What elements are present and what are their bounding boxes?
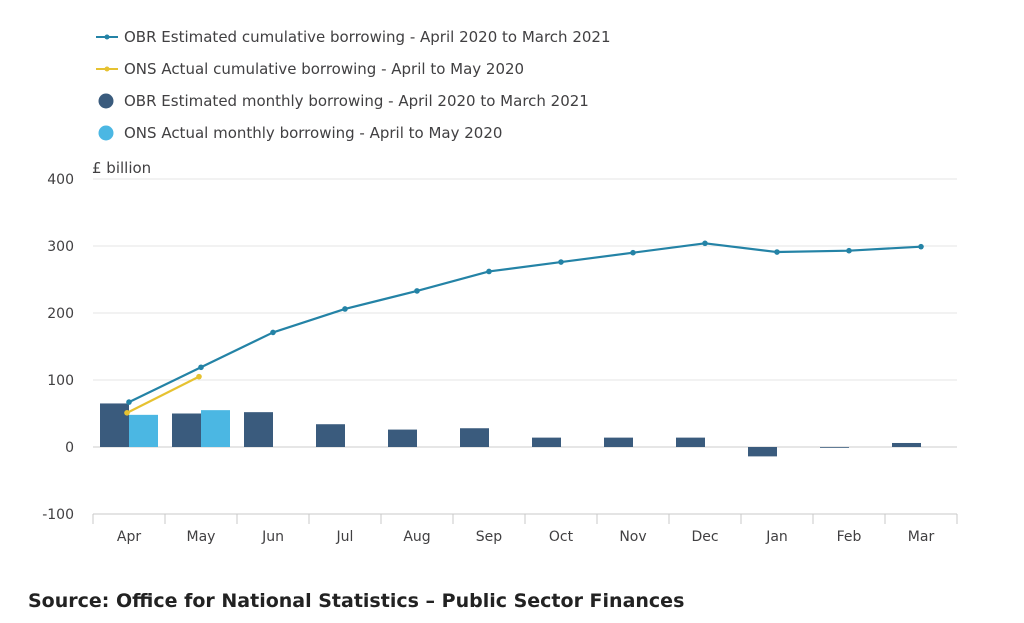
bar bbox=[201, 410, 230, 447]
bar bbox=[388, 429, 417, 447]
x-tick-label: Apr bbox=[117, 529, 141, 545]
legend-label: ONS Actual cumulative borrowing - April … bbox=[124, 60, 524, 78]
legend-item: ONS Actual cumulative borrowing - April … bbox=[96, 60, 524, 78]
y-tick-label: 100 bbox=[47, 373, 74, 389]
y-tick-label: 300 bbox=[47, 239, 74, 255]
x-tick-label: Oct bbox=[549, 529, 574, 545]
legend-dot-swatch bbox=[98, 125, 114, 141]
line-point bbox=[702, 240, 708, 247]
line-point bbox=[126, 399, 132, 405]
x-tick-label: Feb bbox=[837, 529, 862, 545]
line-point bbox=[486, 268, 492, 275]
line-point bbox=[630, 249, 636, 256]
line-point bbox=[558, 259, 564, 265]
x-tick-label: Aug bbox=[403, 529, 430, 545]
bar bbox=[316, 424, 345, 447]
y-tick-label: 0 bbox=[65, 440, 74, 456]
bar bbox=[100, 403, 129, 447]
x-tick-label: Dec bbox=[691, 529, 718, 545]
y-tick-label: -100 bbox=[42, 507, 74, 523]
y-axis-ticks: -100 0 100 200 300 400 bbox=[42, 172, 74, 523]
line-point bbox=[342, 306, 348, 312]
x-tick-label: Sep bbox=[476, 529, 503, 545]
legend-item: ONS Actual monthly borrowing - April to … bbox=[98, 124, 502, 142]
bar bbox=[532, 437, 561, 447]
line-point bbox=[774, 249, 780, 255]
bar bbox=[748, 447, 777, 457]
x-tick-label: Jul bbox=[336, 529, 354, 545]
line-point bbox=[270, 329, 276, 336]
series-line bbox=[128, 242, 922, 404]
legend-label: OBR Estimated monthly borrowing - April … bbox=[124, 92, 589, 110]
x-tick-label: Jan bbox=[765, 529, 788, 545]
legend-marker-swatch bbox=[104, 66, 110, 72]
legend-label: ONS Actual monthly borrowing - April to … bbox=[124, 124, 502, 142]
y-axis-unit-label: £ billion bbox=[92, 159, 151, 177]
bar bbox=[460, 428, 489, 447]
bar bbox=[604, 437, 633, 447]
legend-item: OBR Estimated cumulative borrowing - Apr… bbox=[96, 28, 611, 46]
line-point bbox=[918, 243, 924, 250]
bar bbox=[129, 414, 158, 447]
legend: OBR Estimated cumulative borrowing - Apr… bbox=[96, 28, 611, 142]
bar bbox=[244, 412, 273, 447]
borrowing-chart: OBR Estimated cumulative borrowing - Apr… bbox=[42, 28, 958, 545]
x-tick-label: Jun bbox=[261, 529, 284, 545]
line-point bbox=[198, 364, 204, 371]
x-tick-label: May bbox=[187, 529, 216, 545]
bar bbox=[892, 442, 921, 447]
line-point bbox=[124, 410, 130, 416]
y-tick-label: 400 bbox=[47, 172, 74, 188]
x-tick-label: Nov bbox=[619, 529, 646, 545]
y-tick-label: 200 bbox=[47, 306, 74, 322]
bars bbox=[100, 403, 921, 457]
line-point bbox=[196, 373, 202, 380]
x-axis: Apr May Jun Jul Aug Sep Oct Nov Dec Jan Feb Mar bbox=[92, 513, 958, 545]
source-note: Source: Office for National Statistics –… bbox=[28, 590, 685, 612]
line-point bbox=[846, 247, 852, 254]
legend-dot-swatch bbox=[98, 93, 114, 109]
x-tick-label: Mar bbox=[908, 529, 935, 545]
series-line bbox=[126, 375, 200, 414]
legend-item: OBR Estimated monthly borrowing - April … bbox=[98, 92, 589, 110]
legend-marker-swatch bbox=[104, 34, 110, 40]
bar bbox=[676, 437, 705, 447]
gridlines bbox=[93, 178, 957, 515]
bar bbox=[172, 413, 201, 447]
legend-label: OBR Estimated cumulative borrowing - Apr… bbox=[124, 28, 611, 46]
lines bbox=[124, 240, 924, 416]
bar bbox=[820, 447, 849, 448]
line-point bbox=[414, 288, 420, 294]
